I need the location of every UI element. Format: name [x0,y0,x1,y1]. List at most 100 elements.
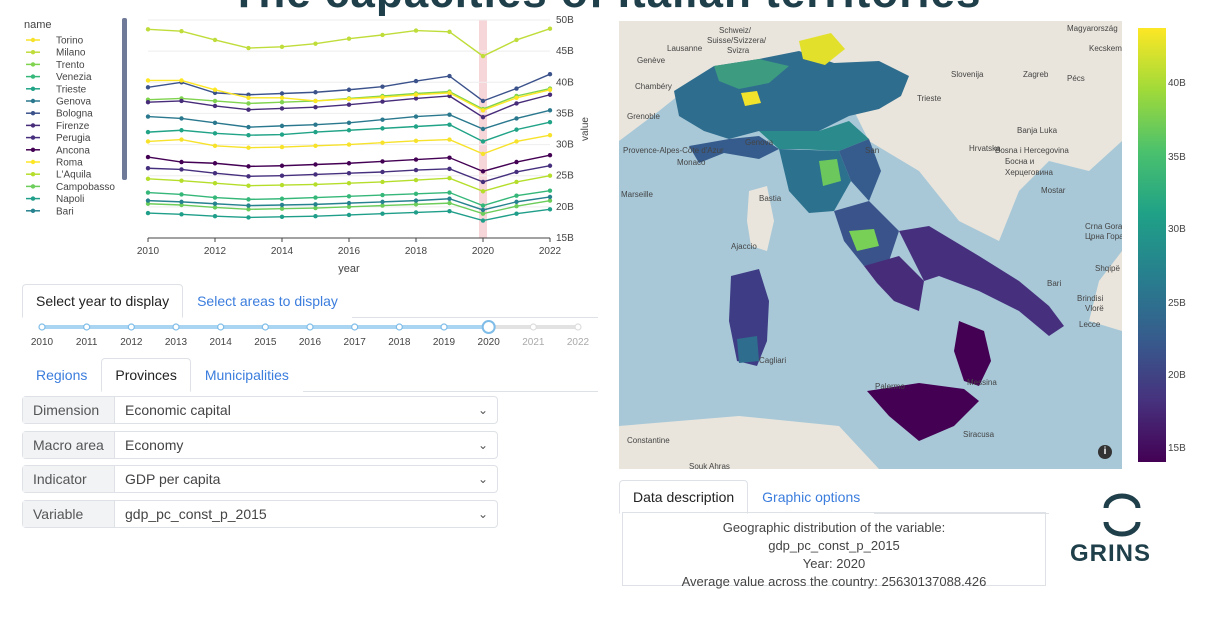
slider-mark[interactable] [261,323,269,331]
data-point[interactable] [547,194,553,200]
data-point[interactable] [480,53,486,59]
data-point[interactable] [514,37,519,43]
slider-mark[interactable] [440,323,448,331]
tab-select-areas[interactable]: Select areas to display [183,284,352,318]
data-point[interactable] [179,192,184,197]
legend-item[interactable]: Perugia [26,133,91,144]
data-point[interactable] [346,204,352,210]
data-point[interactable] [480,169,486,174]
data-point[interactable] [246,133,251,138]
map-canvas[interactable]: Schweiz/Suisse/Svizzera/SvizraLausanneGe… [619,21,1122,469]
data-point[interactable] [547,163,553,168]
slider-mark[interactable] [127,323,135,331]
legend-item[interactable]: Campobasso [26,182,115,193]
data-point[interactable] [380,99,385,104]
data-point[interactable] [212,37,218,43]
map-region-liguria[interactable] [689,136,779,163]
data-point[interactable] [212,103,218,109]
data-point[interactable] [313,205,318,211]
data-point[interactable] [279,202,285,208]
data-point[interactable] [246,174,251,179]
tab-municipalities[interactable]: Municipalities [190,358,303,392]
data-point[interactable] [380,126,385,131]
data-point[interactable] [447,166,452,172]
slider-mark[interactable] [306,323,314,331]
data-point[interactable] [346,194,352,199]
data-point[interactable] [380,117,385,122]
tab-regions[interactable]: Regions [22,358,102,392]
map-region-milano[interactable] [741,91,761,106]
data-point[interactable] [313,182,318,187]
data-point[interactable] [413,191,419,196]
map-region-rome[interactable] [849,229,879,251]
map-region-cagliari[interactable] [737,336,759,363]
data-point[interactable] [480,211,486,216]
slider-year-label[interactable]: 2019 [433,337,456,348]
data-point[interactable] [346,171,352,176]
data-point[interactable] [246,107,251,112]
map-region-sicily[interactable] [867,383,979,441]
data-point[interactable] [179,212,184,217]
data-point[interactable] [514,101,519,106]
data-point[interactable] [480,218,486,223]
slider-year-label[interactable]: 2010 [31,337,54,348]
data-point[interactable] [447,176,452,181]
variable-select[interactable]: Variable gdp_pc_const_p_2015 ⌄ [22,500,498,528]
map-region-florence[interactable] [819,159,841,186]
data-point[interactable] [413,28,419,33]
slider-year-label[interactable]: 2020 [478,337,501,348]
data-point[interactable] [145,176,151,182]
data-point[interactable] [480,189,486,194]
data-point[interactable] [514,211,519,216]
data-point[interactable] [313,202,318,207]
chevron-down-icon[interactable]: ⌄ [477,438,489,452]
data-point[interactable] [514,116,519,121]
indicator-value[interactable]: GDP per capita [125,471,221,487]
dimension-value[interactable]: Economic capital [125,402,231,418]
data-point[interactable] [413,198,419,203]
data-point[interactable] [346,200,352,206]
data-point[interactable] [480,98,486,104]
data-point[interactable] [179,202,184,208]
data-point[interactable] [145,114,151,119]
data-point[interactable] [413,114,419,119]
data-point[interactable] [380,84,385,89]
data-point[interactable] [179,29,184,34]
data-point[interactable] [246,164,251,169]
data-point[interactable] [313,172,318,177]
data-point[interactable] [313,90,318,95]
slider-year-label[interactable]: 2017 [344,337,367,348]
data-point[interactable] [145,78,151,83]
data-point[interactable] [279,100,285,105]
data-point[interactable] [246,183,251,188]
data-point[interactable] [380,140,385,145]
data-point[interactable] [279,173,285,178]
data-point[interactable] [279,123,285,129]
data-point[interactable] [313,195,318,200]
data-point[interactable] [413,177,419,183]
data-point[interactable] [279,106,285,111]
legend-item[interactable]: Trieste [26,84,87,95]
data-point[interactable] [145,190,151,195]
slider-mark[interactable] [529,323,537,331]
data-point[interactable] [145,100,151,105]
legend-item[interactable]: Milano [26,48,86,59]
data-point[interactable] [547,152,553,158]
data-point[interactable] [480,126,486,132]
tab-graphic-options[interactable]: Graphic options [748,480,875,514]
slider-mark[interactable] [574,323,582,331]
data-point[interactable] [179,137,184,142]
data-point[interactable] [346,212,352,218]
data-point[interactable] [380,211,385,216]
map-region-south-tyrol[interactable] [799,33,845,65]
data-point[interactable] [145,27,151,32]
legend-item[interactable]: Ancona [26,145,90,156]
data-point[interactable] [212,214,218,219]
data-point[interactable] [380,199,385,205]
data-point[interactable] [447,112,452,117]
data-point[interactable] [179,78,184,83]
data-point[interactable] [413,124,419,129]
data-point[interactable] [346,87,352,92]
data-point[interactable] [179,167,184,172]
indicator-select[interactable]: Indicator GDP per capita ⌄ [22,465,498,493]
